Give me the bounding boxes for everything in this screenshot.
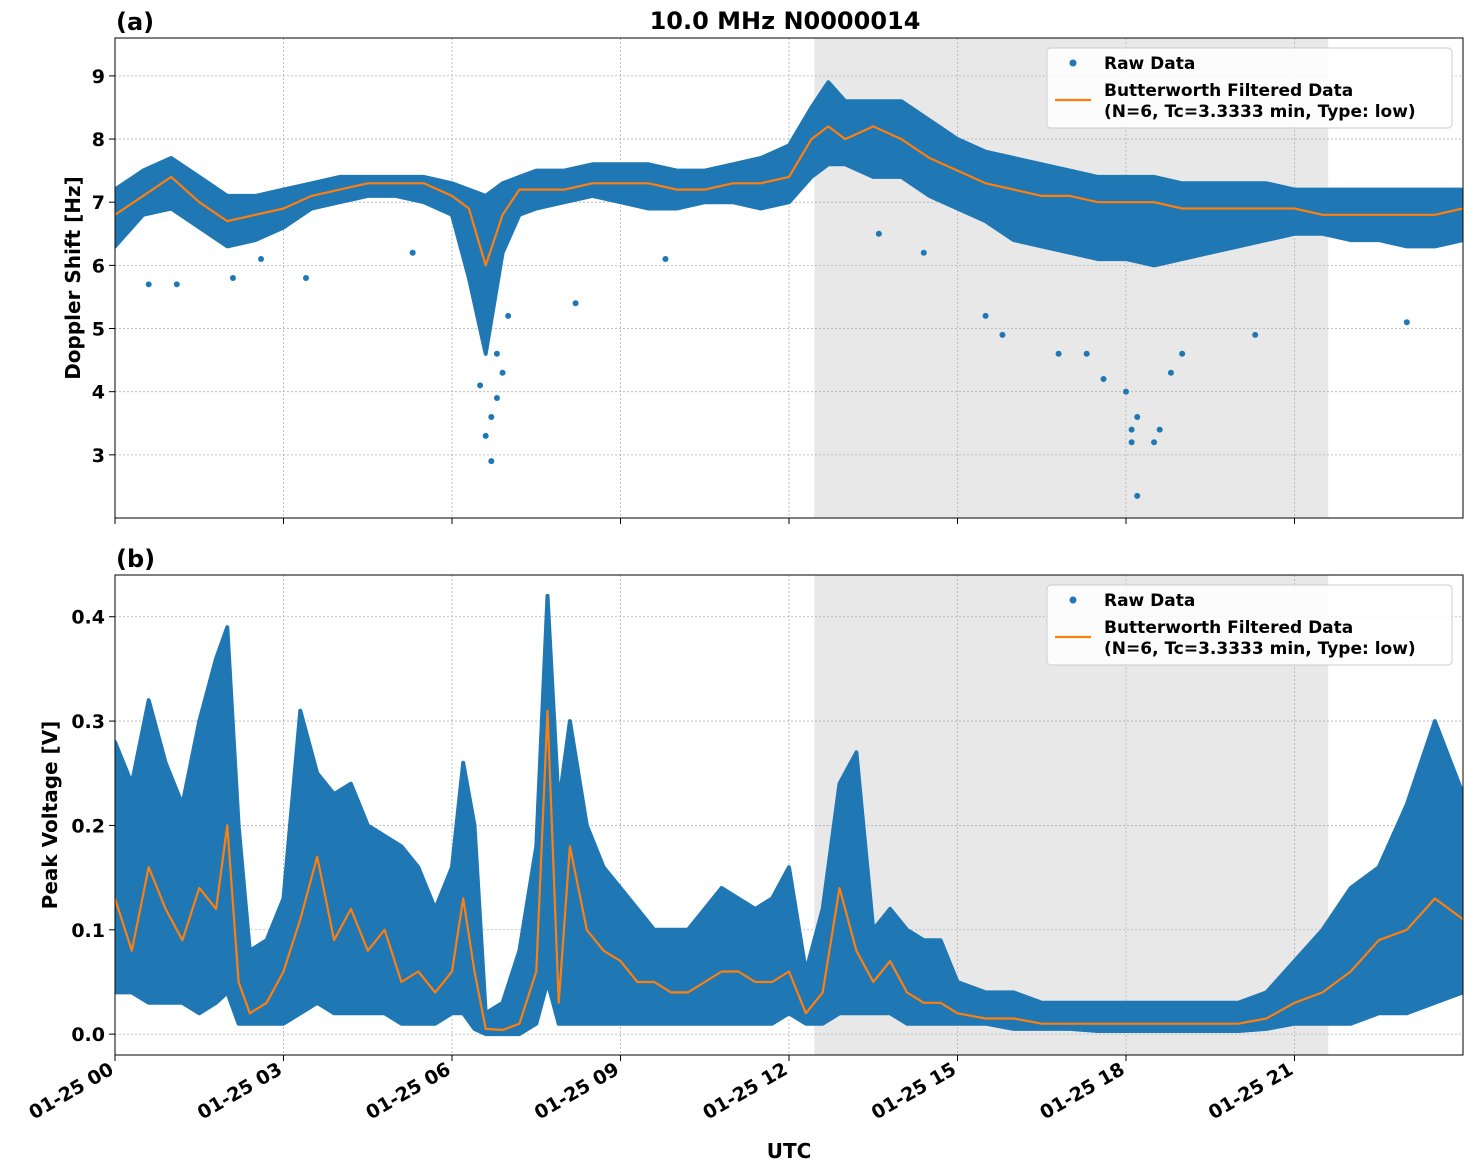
x-tick-label: 01-25 12: [699, 1058, 791, 1124]
y-tick-label: 0.3: [71, 711, 105, 733]
raw-data-point: [493, 395, 500, 401]
raw-data-band: [115, 593, 1463, 1037]
raw-data-point: [505, 312, 512, 319]
raw-data-point: [1128, 426, 1135, 433]
raw-data-point: [302, 275, 309, 281]
raw-data-point: [1134, 413, 1141, 420]
raw-data-band: [115, 80, 1463, 356]
raw-data-point: [1167, 369, 1174, 376]
x-axis-label: UTC: [767, 1139, 812, 1163]
panel-a: 3 4 5 6 7 8 9 Doppler Shift [Hz] (a) Raw Data Butt…: [61, 8, 1464, 524]
raw-data-point: [982, 312, 989, 319]
raw-data-point: [1403, 319, 1410, 326]
raw-data-point: [1179, 350, 1186, 357]
legend-raw-label: Raw Data: [1104, 54, 1195, 74]
raw-data-point: [1134, 492, 1141, 499]
raw-data-point: [1252, 331, 1259, 338]
y-axis-label: Doppler Shift [Hz]: [61, 176, 85, 380]
raw-data-point: [488, 458, 495, 465]
raw-data-point: [145, 281, 152, 288]
raw-data-point: [1083, 350, 1090, 357]
legend-box: [1046, 584, 1453, 666]
raw-data-point: [662, 256, 669, 263]
raw-data-point: [258, 256, 265, 263]
y-tick-label: 5: [92, 319, 105, 341]
raw-data-point: [999, 331, 1006, 338]
legend-raw-label: Raw Data: [1104, 591, 1195, 611]
raw-data-point: [173, 281, 180, 288]
y-tick-label: 9: [92, 66, 105, 88]
panel-label: (a): [116, 8, 154, 36]
y-tick-label: 6: [92, 255, 105, 277]
y-tick-label: 3: [92, 445, 105, 467]
raw-data-point: [409, 249, 416, 256]
legend-filtered-label: Butterworth Filtered Data: [1104, 81, 1353, 101]
raw-data-point: [477, 382, 484, 389]
legend-box: [1046, 47, 1453, 129]
raw-data-point: [1100, 376, 1107, 383]
raw-data-point: [488, 413, 495, 420]
raw-data-point: [1128, 439, 1135, 446]
legend-filtered-params: (N=6, Tc=3.3333 min, Type: low): [1104, 639, 1416, 659]
x-tick-label: 01-25 06: [362, 1058, 454, 1124]
raw-data-point: [920, 249, 927, 256]
raw-data-point: [1156, 426, 1163, 433]
legend-raw-marker: [1069, 596, 1077, 604]
raw-data-point: [572, 300, 579, 307]
x-tick-label: 01-25 18: [1036, 1058, 1128, 1124]
y-axis-label: Peak Voltage [V]: [38, 721, 62, 910]
raw-data-point: [493, 350, 500, 357]
y-tick-label: 8: [92, 129, 105, 151]
y-tick-label: 4: [92, 382, 105, 404]
y-tick-label: 0.2: [71, 815, 105, 837]
panel-b: 0.0 0.1 0.2 0.3 0.4 01-25 00 01-25 03 01-25 06 0…: [25, 545, 1464, 1124]
legend-filtered-params: (N=6, Tc=3.3333 min, Type: low): [1104, 102, 1416, 122]
raw-data-point: [1151, 439, 1158, 446]
x-tick-label: 01-25 00: [25, 1058, 117, 1124]
y-tick-label: 0.0: [71, 1024, 105, 1046]
raw-data-point: [1123, 388, 1129, 395]
legend-raw-marker: [1069, 59, 1077, 67]
chart-title: 10.0 MHz N0000014: [650, 7, 921, 35]
legend-filtered-label: Butterworth Filtered Data: [1104, 618, 1353, 638]
raw-data-point: [499, 369, 506, 376]
legend: Raw Data Butterworth Filtered Data(N=6, T…: [1046, 47, 1453, 129]
x-tick-label: 01-25 21: [1205, 1058, 1297, 1124]
raw-data-point: [482, 432, 489, 439]
raw-data-point: [875, 230, 882, 237]
plot-area: [115, 593, 1463, 1037]
x-tick-label: 01-25 09: [531, 1058, 623, 1124]
legend: Raw Data Butterworth Filtered Data(N=6, T…: [1046, 584, 1453, 666]
y-tick-label: 0.1: [71, 920, 105, 942]
raw-data-point: [229, 275, 236, 281]
y-tick-label: 7: [92, 192, 105, 214]
y-tick-label: 0.4: [71, 607, 105, 629]
filtered-data-line: [115, 709, 1463, 1032]
filtered-data-line: [115, 125, 1463, 267]
plot-area: [115, 80, 1463, 499]
x-tick-label: 01-25 15: [868, 1058, 960, 1124]
panel-label: (b): [116, 545, 155, 573]
raw-data-point: [1055, 350, 1062, 357]
x-tick-label: 01-25 03: [194, 1058, 286, 1124]
